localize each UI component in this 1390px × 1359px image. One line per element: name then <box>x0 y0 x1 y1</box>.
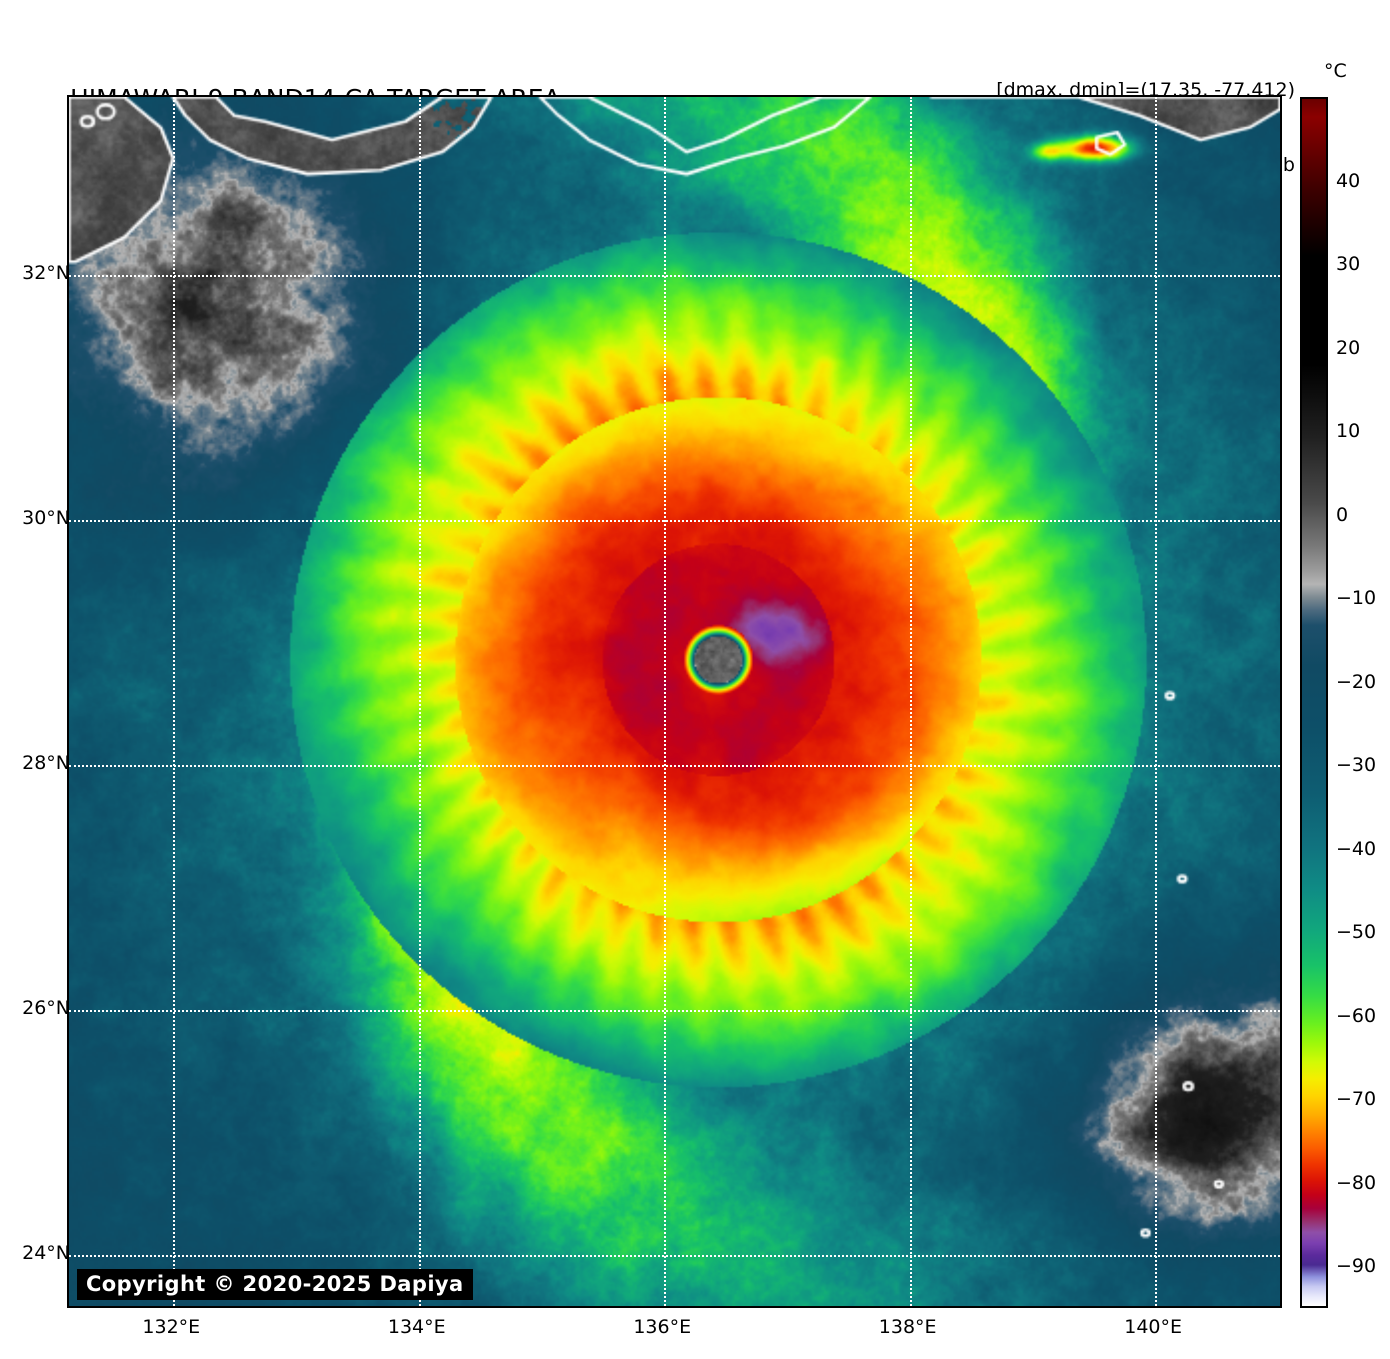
x-axis-tick-label: 136°E <box>633 1316 692 1338</box>
colorbar-tick-label: −70 <box>1336 1088 1377 1111</box>
colorbar-tick-label: −50 <box>1336 921 1377 944</box>
x-axis-tick-label: 134°E <box>387 1316 446 1338</box>
x-axis-tick-label: 140°E <box>1124 1316 1183 1338</box>
x-axis-tick-label: 138°E <box>878 1316 937 1338</box>
copyright-banner: Copyright © 2020-2025 Dapiya <box>77 1269 473 1300</box>
colorbar-tick-label: 0 <box>1336 503 1349 526</box>
colorbar-tick-label: 20 <box>1336 336 1361 359</box>
colorbar-tick-label: −20 <box>1336 670 1377 693</box>
satellite-image-plot: Copyright © 2020-2025 Dapiya <box>67 95 1282 1308</box>
y-axis-tick-label: 26°N <box>22 996 70 1019</box>
y-axis-tick-label: 24°N <box>22 1241 70 1264</box>
colorbar-gradient <box>1300 97 1328 1308</box>
colorbar-tick-label: 10 <box>1336 420 1361 443</box>
y-axis-tick-label: 30°N <box>22 506 70 529</box>
colorbar-tick-label: 30 <box>1336 253 1361 276</box>
infrared-satellite-heatmap <box>69 97 1280 1306</box>
x-axis-tick-label: 132°E <box>142 1316 201 1338</box>
y-axis-tick-label: 28°N <box>22 751 70 774</box>
colorbar-tick-label: −10 <box>1336 587 1377 610</box>
y-axis-tick-label: 32°N <box>22 261 70 284</box>
colorbar-tick-label: −40 <box>1336 837 1377 860</box>
colorbar-unit-label: °C <box>1324 60 1347 82</box>
colorbar-tick-label: −60 <box>1336 1004 1377 1027</box>
colorbar-tick-label: −90 <box>1336 1255 1377 1278</box>
colorbar-tick-label: −30 <box>1336 754 1377 777</box>
colorbar-tick-label: 40 <box>1336 169 1361 192</box>
colorbar-tick-label: −80 <box>1336 1171 1377 1194</box>
colorbar <box>1300 97 1328 1308</box>
